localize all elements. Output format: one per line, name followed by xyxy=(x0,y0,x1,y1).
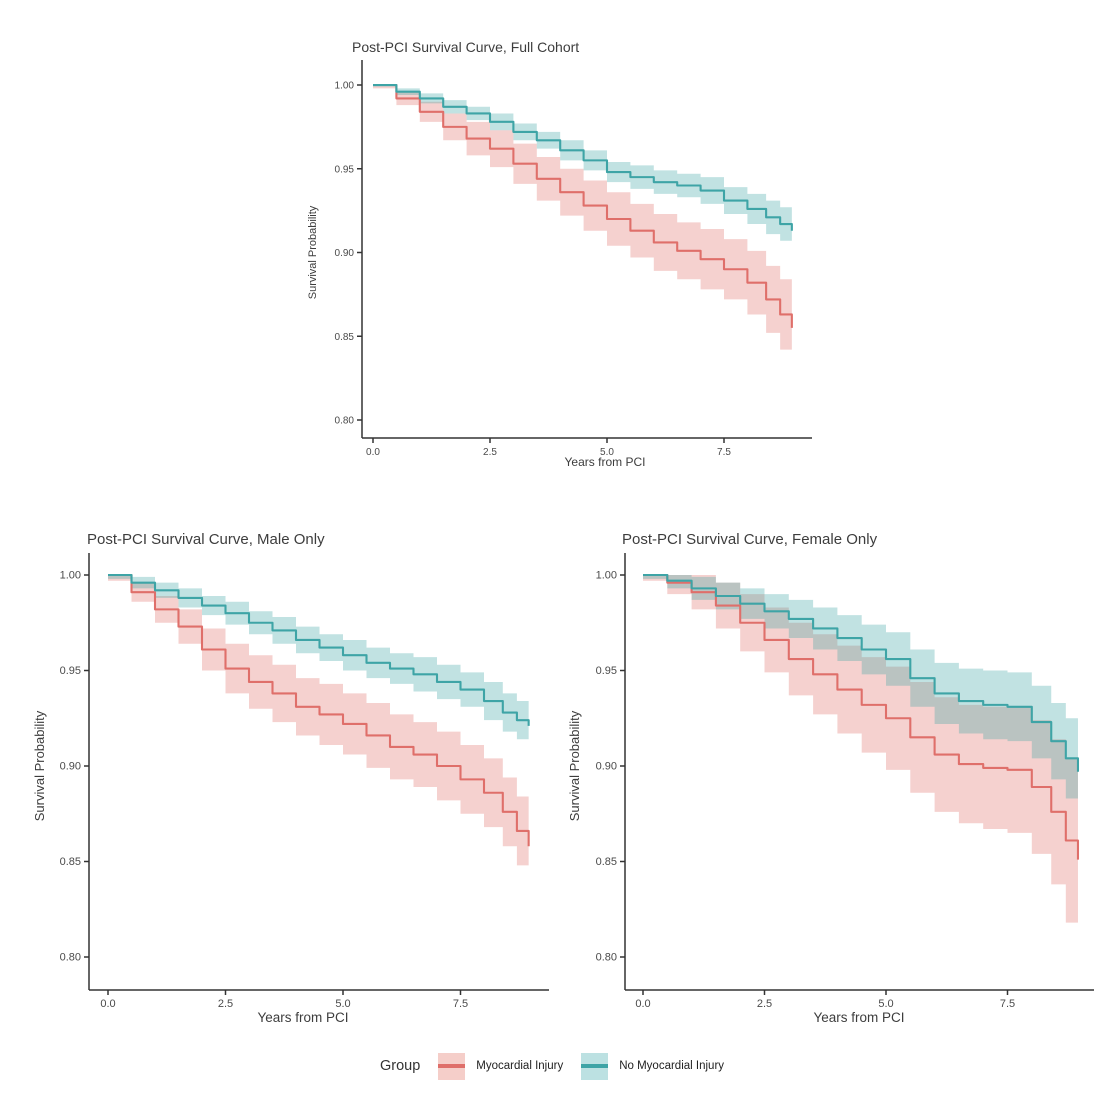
x-tick-label: 2.5 xyxy=(757,998,772,1010)
myocardial-injury-curve xyxy=(373,83,793,328)
legend-key-line-no-myocardial-injury xyxy=(581,1064,609,1068)
no-myocardial-injury-ci-band xyxy=(643,575,1078,814)
legend-item-no-myocardial-injury: No Myocardial Injury xyxy=(581,1052,725,1080)
x-axis-label: Years from PCI xyxy=(257,1010,348,1025)
chart-title: Post-PCI Survival Curve, Full Cohort xyxy=(352,39,579,55)
x-tick-label: 0.0 xyxy=(100,998,115,1010)
y-tick-label: 0.85 xyxy=(60,856,81,868)
x-tick-label: 7.5 xyxy=(1000,998,1015,1010)
chart-male-only: 1.00 0.95 0.90 0.85 0.80 0.0 2.5 5.0 7.5 Post-PCI… xyxy=(25,515,560,1040)
myocardial-injury-curve xyxy=(643,573,1080,860)
x-axis-label: Years from PCI xyxy=(565,455,646,469)
legend-key-myocardial-injury xyxy=(438,1052,466,1080)
chart-title: Post-PCI Survival Curve, Male Only xyxy=(87,531,325,548)
y-tick-label: 0.90 xyxy=(60,761,81,773)
y-axis-label: Survival Probability xyxy=(307,205,319,299)
survival-plot-svg: 1.00 0.95 0.90 0.85 0.80 0.0 2.5 5.0 7.5 Post-PCI… xyxy=(32,531,549,1025)
legend-key-no-myocardial-injury xyxy=(581,1052,609,1080)
x-tick-label: 5.0 xyxy=(600,447,614,458)
myocardial-injury-ci-band xyxy=(643,575,1078,950)
x-tick-label: 5.0 xyxy=(878,998,893,1010)
x-tick-label: 0.0 xyxy=(635,998,650,1010)
legend-title: Group xyxy=(379,1058,421,1074)
axes xyxy=(84,553,549,995)
x-tick-label: 7.5 xyxy=(717,447,731,458)
myocardial-injury-curve xyxy=(108,573,530,847)
myocardial-injury-ci-band xyxy=(108,575,529,881)
x-tick-label: 5.0 xyxy=(335,998,350,1010)
legend: Group Myocardial Injury No Myocardial In… xyxy=(0,1042,1104,1090)
x-tick-label: 7.5 xyxy=(453,998,468,1010)
y-tick-label: 1.00 xyxy=(596,570,617,582)
y-tick-label: 0.80 xyxy=(60,952,81,964)
chart-female-only: 1.00 0.95 0.90 0.85 0.80 0.0 2.5 5.0 7.5 Post-PCI… xyxy=(560,515,1104,1040)
legend-label-myocardial-injury: Myocardial Injury xyxy=(476,1060,564,1072)
chart-full-cohort: 1.00 0.95 0.90 0.85 0.80 0.0 2.5 5.0 7.5 Post-PCI… xyxy=(280,35,820,480)
y-axis-label: Survival Probability xyxy=(32,710,47,821)
y-tick-label: 0.95 xyxy=(335,164,355,175)
myocardial-injury-ci-band xyxy=(373,85,792,365)
legend-key-line-myocardial-injury xyxy=(438,1064,466,1068)
y-tick-label: 0.90 xyxy=(335,248,355,259)
y-tick-label: 0.80 xyxy=(596,952,617,964)
y-tick-label: 0.85 xyxy=(335,332,355,343)
legend-label-no-myocardial-injury: No Myocardial Injury xyxy=(619,1060,725,1072)
x-tick-label: 0.0 xyxy=(366,447,380,458)
x-tick-label: 2.5 xyxy=(218,998,233,1010)
x-axis-label: Years from PCI xyxy=(813,1010,904,1025)
survival-plot-svg: 1.00 0.95 0.90 0.85 0.80 0.0 2.5 5.0 7.5 Post-PCI… xyxy=(567,531,1094,1025)
no-myocardial-injury-curve xyxy=(373,83,793,231)
y-tick-label: 0.95 xyxy=(596,665,617,677)
no-myocardial-injury-curve xyxy=(643,573,1080,772)
survival-plot-svg: 1.00 0.95 0.90 0.85 0.80 0.0 2.5 5.0 7.5 Post-PCI… xyxy=(307,39,812,469)
y-tick-label: 1.00 xyxy=(335,81,355,92)
y-tick-label: 0.80 xyxy=(335,416,355,427)
no-myocardial-injury-curve xyxy=(108,573,530,726)
y-tick-label: 0.95 xyxy=(60,665,81,677)
axes xyxy=(620,553,1094,995)
y-axis-label: Survival Probability xyxy=(567,710,582,821)
y-tick-label: 0.90 xyxy=(596,761,617,773)
y-tick-label: 0.85 xyxy=(596,856,617,868)
y-tick-label: 1.00 xyxy=(60,570,81,582)
axes xyxy=(357,60,812,443)
legend-item-myocardial-injury: Myocardial Injury xyxy=(438,1052,564,1080)
x-tick-label: 2.5 xyxy=(483,447,497,458)
chart-title: Post-PCI Survival Curve, Female Only xyxy=(622,531,878,548)
